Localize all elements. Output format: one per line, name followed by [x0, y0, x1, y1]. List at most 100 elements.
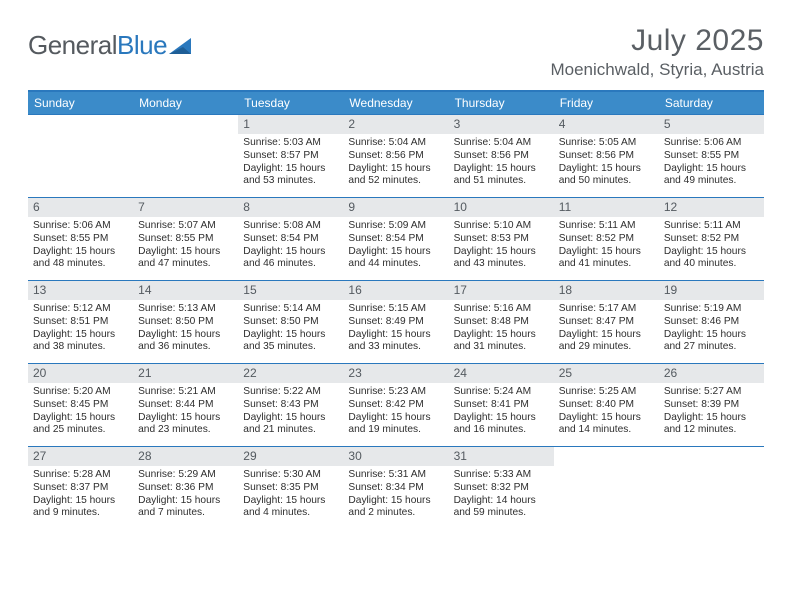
day-number: 27 [28, 447, 133, 466]
calendar-page: GeneralBlue July 2025 Moenichwald, Styri… [0, 0, 792, 529]
calendar-day-cell: 13Sunrise: 5:12 AMSunset: 8:51 PMDayligh… [28, 281, 133, 363]
daylight-line: Daylight: 15 hours and 53 minutes. [243, 163, 338, 189]
sunset-line: Sunset: 8:34 PM [348, 482, 443, 495]
daylight-line: Daylight: 15 hours and 44 minutes. [348, 246, 443, 272]
day-number: 16 [343, 281, 448, 300]
calendar-day-cell: 12Sunrise: 5:11 AMSunset: 8:52 PMDayligh… [659, 198, 764, 280]
calendar-day-cell: 25Sunrise: 5:25 AMSunset: 8:40 PMDayligh… [554, 364, 659, 446]
calendar-week-row: 20Sunrise: 5:20 AMSunset: 8:45 PMDayligh… [28, 363, 764, 446]
weekday-header-cell: Friday [554, 92, 659, 114]
sunset-line: Sunset: 8:48 PM [454, 316, 549, 329]
sunrise-line: Sunrise: 5:11 AM [559, 220, 654, 233]
day-number: 8 [238, 198, 343, 217]
sunrise-line: Sunrise: 5:13 AM [138, 303, 233, 316]
calendar-grid: SundayMondayTuesdayWednesdayThursdayFrid… [28, 90, 764, 529]
sunrise-line: Sunrise: 5:31 AM [348, 469, 443, 482]
day-number: 5 [659, 115, 764, 134]
calendar-day-cell: 8Sunrise: 5:08 AMSunset: 8:54 PMDaylight… [238, 198, 343, 280]
sunset-line: Sunset: 8:39 PM [664, 399, 759, 412]
day-details: Sunrise: 5:28 AMSunset: 8:37 PMDaylight:… [28, 466, 133, 525]
calendar-day-cell: 26Sunrise: 5:27 AMSunset: 8:39 PMDayligh… [659, 364, 764, 446]
calendar-day-cell: 16Sunrise: 5:15 AMSunset: 8:49 PMDayligh… [343, 281, 448, 363]
daylight-line: Daylight: 15 hours and 51 minutes. [454, 163, 549, 189]
calendar-day-cell: 4Sunrise: 5:05 AMSunset: 8:56 PMDaylight… [554, 115, 659, 197]
day-details: Sunrise: 5:15 AMSunset: 8:49 PMDaylight:… [343, 300, 448, 359]
calendar-day-cell: 19Sunrise: 5:19 AMSunset: 8:46 PMDayligh… [659, 281, 764, 363]
calendar-day-cell: 31Sunrise: 5:33 AMSunset: 8:32 PMDayligh… [449, 447, 554, 529]
day-details: Sunrise: 5:06 AMSunset: 8:55 PMDaylight:… [28, 217, 133, 276]
day-number: 20 [28, 364, 133, 383]
day-number: 19 [659, 281, 764, 300]
sunrise-line: Sunrise: 5:22 AM [243, 386, 338, 399]
calendar-day-cell: 10Sunrise: 5:10 AMSunset: 8:53 PMDayligh… [449, 198, 554, 280]
weekday-header-cell: Tuesday [238, 92, 343, 114]
calendar-day-cell: 7Sunrise: 5:07 AMSunset: 8:55 PMDaylight… [133, 198, 238, 280]
sunrise-line: Sunrise: 5:24 AM [454, 386, 549, 399]
daylight-line: Daylight: 15 hours and 47 minutes. [138, 246, 233, 272]
sunrise-line: Sunrise: 5:10 AM [454, 220, 549, 233]
day-number: 17 [449, 281, 554, 300]
day-number: 6 [28, 198, 133, 217]
calendar-empty-cell [133, 115, 238, 197]
day-number: 3 [449, 115, 554, 134]
calendar-day-cell: 5Sunrise: 5:06 AMSunset: 8:55 PMDaylight… [659, 115, 764, 197]
sunset-line: Sunset: 8:43 PM [243, 399, 338, 412]
sunrise-line: Sunrise: 5:08 AM [243, 220, 338, 233]
sunrise-line: Sunrise: 5:11 AM [664, 220, 759, 233]
calendar-day-cell: 3Sunrise: 5:04 AMSunset: 8:56 PMDaylight… [449, 115, 554, 197]
sunset-line: Sunset: 8:50 PM [138, 316, 233, 329]
day-details: Sunrise: 5:09 AMSunset: 8:54 PMDaylight:… [343, 217, 448, 276]
day-number: 9 [343, 198, 448, 217]
sunset-line: Sunset: 8:53 PM [454, 233, 549, 246]
brand-logo: GeneralBlue [28, 24, 197, 61]
day-number: 26 [659, 364, 764, 383]
sunset-line: Sunset: 8:54 PM [348, 233, 443, 246]
sunrise-line: Sunrise: 5:05 AM [559, 137, 654, 150]
calendar-empty-cell [28, 115, 133, 197]
day-details: Sunrise: 5:19 AMSunset: 8:46 PMDaylight:… [659, 300, 764, 359]
daylight-line: Daylight: 15 hours and 23 minutes. [138, 412, 233, 438]
daylight-line: Daylight: 15 hours and 48 minutes. [33, 246, 128, 272]
calendar-day-cell: 21Sunrise: 5:21 AMSunset: 8:44 PMDayligh… [133, 364, 238, 446]
day-details: Sunrise: 5:17 AMSunset: 8:47 PMDaylight:… [554, 300, 659, 359]
sunset-line: Sunset: 8:55 PM [664, 150, 759, 163]
day-details: Sunrise: 5:13 AMSunset: 8:50 PMDaylight:… [133, 300, 238, 359]
calendar-day-cell: 29Sunrise: 5:30 AMSunset: 8:35 PMDayligh… [238, 447, 343, 529]
day-number: 29 [238, 447, 343, 466]
daylight-line: Daylight: 15 hours and 14 minutes. [559, 412, 654, 438]
sunrise-line: Sunrise: 5:04 AM [454, 137, 549, 150]
sunset-line: Sunset: 8:56 PM [348, 150, 443, 163]
sunset-line: Sunset: 8:35 PM [243, 482, 338, 495]
day-number: 25 [554, 364, 659, 383]
daylight-line: Daylight: 15 hours and 33 minutes. [348, 329, 443, 355]
day-number: 7 [133, 198, 238, 217]
day-details: Sunrise: 5:33 AMSunset: 8:32 PMDaylight:… [449, 466, 554, 525]
day-number: 1 [238, 115, 343, 134]
daylight-line: Daylight: 15 hours and 36 minutes. [138, 329, 233, 355]
day-number-empty [554, 447, 659, 466]
day-number: 18 [554, 281, 659, 300]
brand-name-gray: General [28, 30, 117, 60]
sunset-line: Sunset: 8:57 PM [243, 150, 338, 163]
sunset-line: Sunset: 8:52 PM [664, 233, 759, 246]
calendar-day-cell: 9Sunrise: 5:09 AMSunset: 8:54 PMDaylight… [343, 198, 448, 280]
brand-triangle-icon [169, 36, 197, 56]
calendar-day-cell: 2Sunrise: 5:04 AMSunset: 8:56 PMDaylight… [343, 115, 448, 197]
sunrise-line: Sunrise: 5:15 AM [348, 303, 443, 316]
calendar-day-cell: 27Sunrise: 5:28 AMSunset: 8:37 PMDayligh… [28, 447, 133, 529]
day-details: Sunrise: 5:04 AMSunset: 8:56 PMDaylight:… [343, 134, 448, 193]
calendar-day-cell: 17Sunrise: 5:16 AMSunset: 8:48 PMDayligh… [449, 281, 554, 363]
day-details: Sunrise: 5:06 AMSunset: 8:55 PMDaylight:… [659, 134, 764, 193]
daylight-line: Daylight: 15 hours and 35 minutes. [243, 329, 338, 355]
daylight-line: Daylight: 15 hours and 2 minutes. [348, 495, 443, 521]
daylight-line: Daylight: 15 hours and 43 minutes. [454, 246, 549, 272]
calendar-day-cell: 24Sunrise: 5:24 AMSunset: 8:41 PMDayligh… [449, 364, 554, 446]
weekday-header-cell: Thursday [449, 92, 554, 114]
sunset-line: Sunset: 8:56 PM [559, 150, 654, 163]
calendar-week-row: 1Sunrise: 5:03 AMSunset: 8:57 PMDaylight… [28, 114, 764, 197]
sunrise-line: Sunrise: 5:09 AM [348, 220, 443, 233]
daylight-line: Daylight: 15 hours and 7 minutes. [138, 495, 233, 521]
weekday-header-cell: Monday [133, 92, 238, 114]
daylight-line: Daylight: 15 hours and 9 minutes. [33, 495, 128, 521]
daylight-line: Daylight: 15 hours and 46 minutes. [243, 246, 338, 272]
